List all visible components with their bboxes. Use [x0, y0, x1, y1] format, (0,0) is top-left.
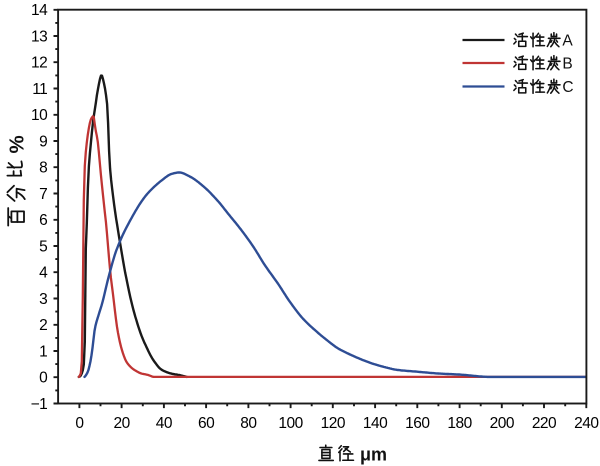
svg-text:0: 0 — [39, 370, 48, 387]
svg-text:C: C — [562, 79, 573, 96]
svg-text:%: % — [5, 135, 28, 153]
svg-text:20: 20 — [113, 415, 130, 432]
svg-text:2: 2 — [39, 317, 47, 334]
svg-text:140: 140 — [363, 415, 388, 432]
svg-text:120: 120 — [321, 415, 346, 432]
svg-text:10: 10 — [31, 107, 48, 124]
svg-text:180: 180 — [447, 415, 472, 432]
svg-text:7: 7 — [39, 186, 47, 203]
svg-text:160: 160 — [405, 415, 430, 432]
svg-text:100: 100 — [278, 415, 303, 432]
svg-text:13: 13 — [31, 28, 47, 45]
svg-text:μm: μm — [360, 445, 387, 465]
svg-text:B: B — [562, 56, 572, 73]
svg-text:14: 14 — [31, 2, 48, 19]
svg-text:5: 5 — [39, 238, 47, 255]
svg-text:9: 9 — [39, 133, 47, 150]
svg-text:40: 40 — [156, 415, 173, 432]
svg-text:0: 0 — [75, 415, 84, 432]
svg-text:4: 4 — [39, 265, 48, 282]
svg-text:6: 6 — [39, 212, 47, 229]
svg-text:220: 220 — [532, 415, 557, 432]
svg-text:−1: −1 — [31, 396, 48, 413]
svg-text:A: A — [562, 33, 573, 50]
svg-text:3: 3 — [39, 291, 47, 308]
svg-text:8: 8 — [39, 160, 47, 177]
svg-text:240: 240 — [574, 415, 599, 432]
svg-text:11: 11 — [32, 81, 47, 98]
svg-text:12: 12 — [31, 55, 47, 72]
svg-text:1: 1 — [39, 343, 47, 360]
svg-text:80: 80 — [240, 415, 257, 432]
svg-text:200: 200 — [490, 415, 515, 432]
svg-text:60: 60 — [198, 415, 215, 432]
